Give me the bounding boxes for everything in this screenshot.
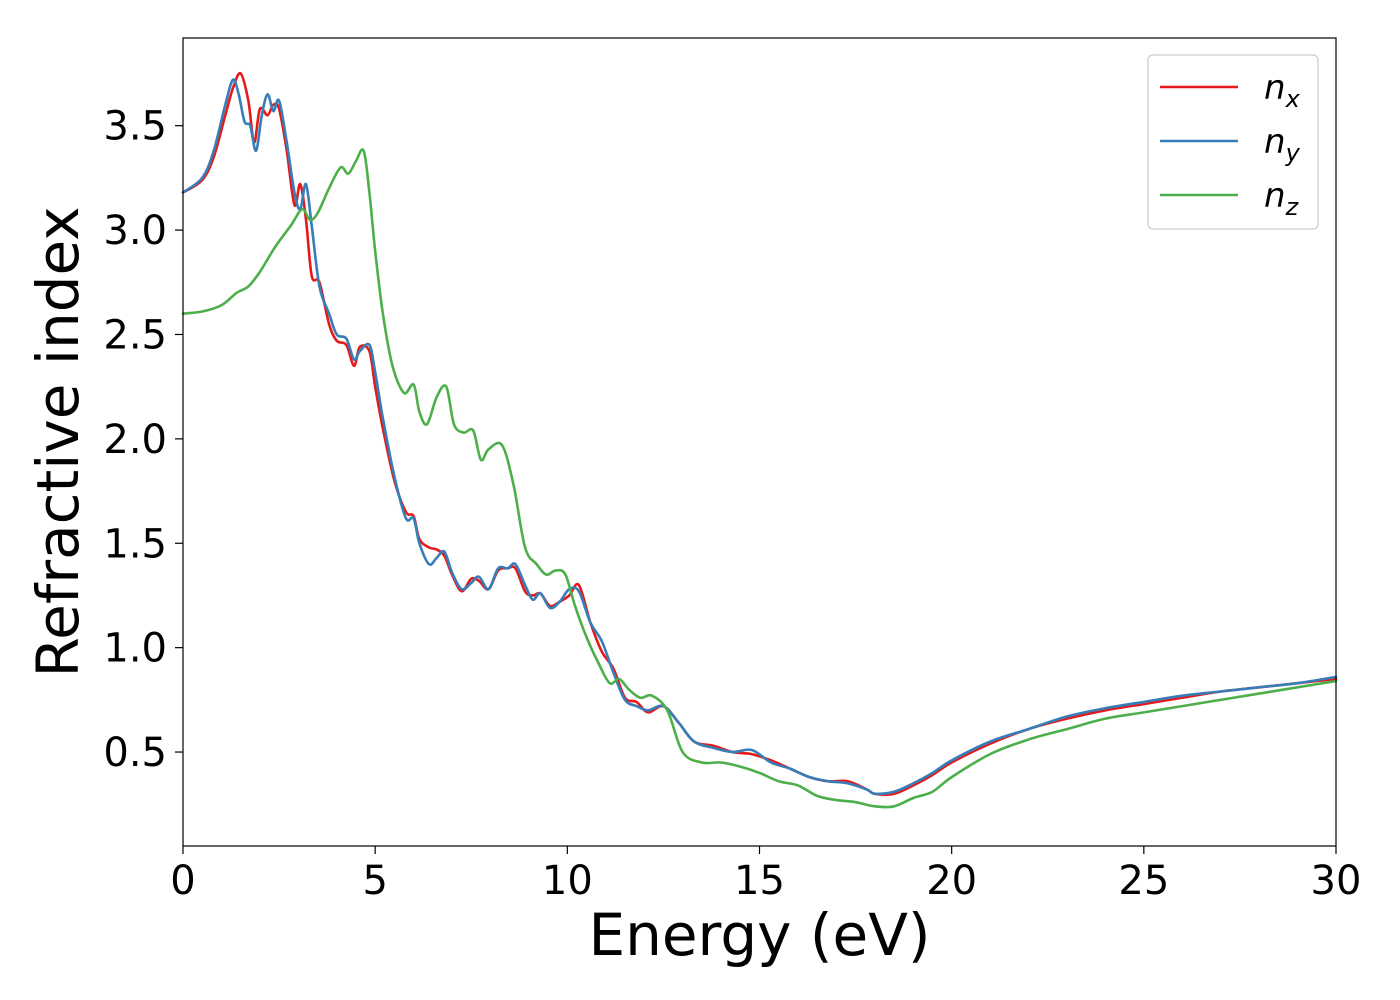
- legend-label-x: nx: [1264, 68, 1301, 113]
- x-tick-label: 0: [170, 858, 195, 904]
- legend: nx ny nz: [1147, 54, 1319, 230]
- series-line-z: [181, 148, 1338, 809]
- x-tick-label: 20: [926, 858, 977, 904]
- y-tick-label: 3.0: [103, 208, 167, 254]
- x-tick-label: 10: [542, 858, 593, 904]
- x-tick-label: 5: [362, 858, 387, 904]
- y-tick-label: 2.5: [103, 312, 167, 358]
- x-axis-ticks: 0 5 10 15 20 25 30: [170, 846, 1361, 904]
- y-axis-ticks: 0.5 1.0 1.5 2.0 2.5 3.0 3.5: [103, 104, 183, 776]
- x-tick-label: 15: [734, 858, 785, 904]
- legend-label-z: nz: [1264, 176, 1300, 221]
- x-tick-label: 30: [1311, 858, 1362, 904]
- x-tick-label: 25: [1118, 858, 1169, 904]
- y-tick-label: 1.0: [103, 626, 167, 672]
- y-tick-label: 2.0: [103, 417, 167, 463]
- y-axis-title: Refractive index: [24, 206, 92, 677]
- legend-label-y: ny: [1264, 122, 1301, 167]
- y-tick-label: 1.5: [103, 521, 167, 567]
- series-layer: [181, 71, 1338, 809]
- y-tick-label: 0.5: [103, 730, 167, 776]
- x-axis-title: Energy (eV): [588, 901, 930, 969]
- y-tick-label: 3.5: [103, 104, 167, 150]
- series-line-y: [181, 78, 1338, 796]
